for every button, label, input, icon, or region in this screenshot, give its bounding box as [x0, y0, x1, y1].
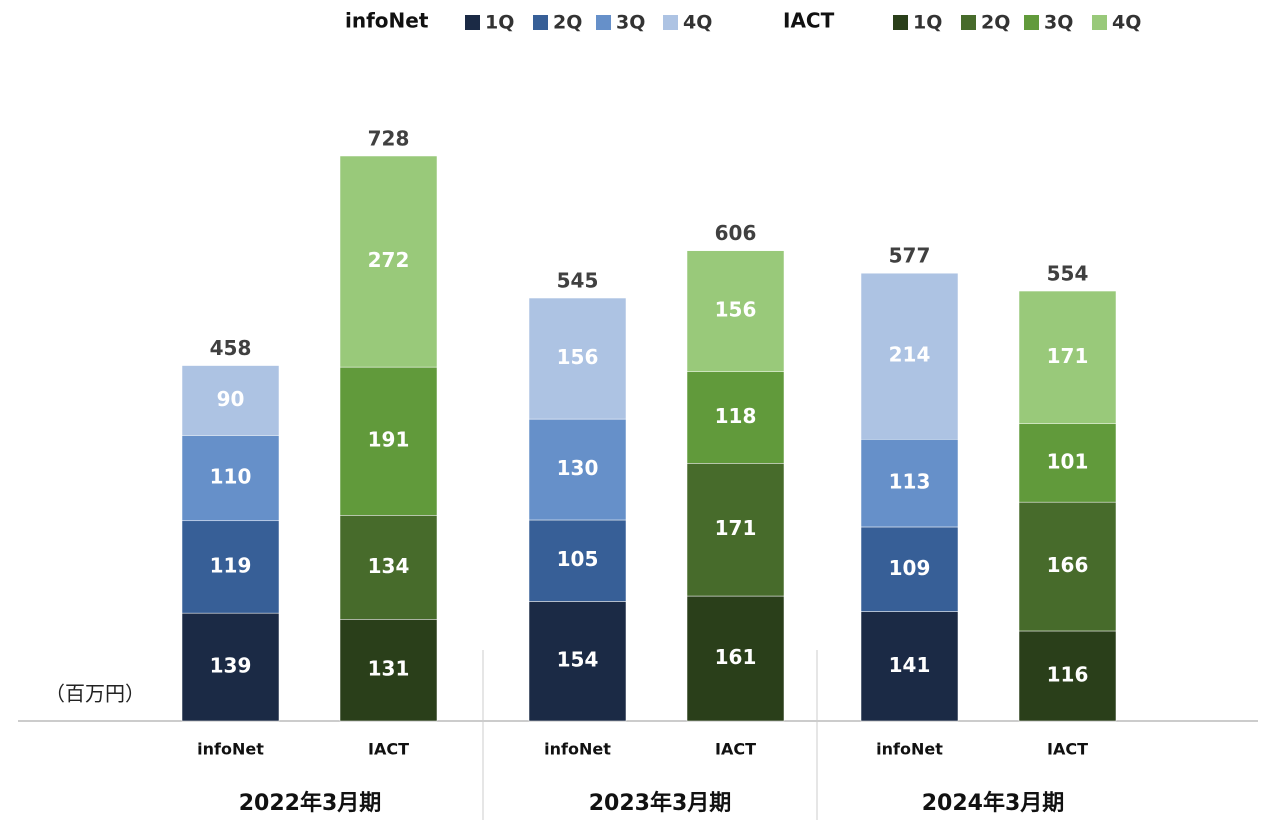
value-label: 116 [1047, 662, 1089, 686]
bar-segment [528, 297, 627, 420]
legend-label: 1Q [913, 12, 942, 34]
bar-segment [860, 526, 959, 612]
bar-segment [528, 519, 627, 602]
legend-swatch [465, 15, 480, 30]
value-label: 166 [1047, 553, 1089, 577]
value-label: 119 [210, 553, 252, 577]
value-label: 161 [715, 645, 757, 669]
value-label: 130 [557, 456, 599, 480]
x-tick-label: infoNet [876, 740, 943, 759]
bar-segment [686, 595, 785, 722]
legend-label: 1Q [485, 12, 514, 34]
value-label: 101 [1047, 449, 1089, 473]
value-label: 191 [368, 428, 410, 452]
bar-segment [339, 515, 438, 620]
value-label: 113 [889, 470, 931, 494]
value-label: 105 [557, 547, 599, 571]
bar-segment [181, 365, 280, 436]
bar-segment [1018, 501, 1117, 632]
value-label: 214 [889, 343, 931, 367]
value-label: 139 [210, 654, 252, 678]
value-label: 171 [1047, 344, 1089, 368]
bar-segment [686, 463, 785, 597]
bar-segment [528, 418, 627, 521]
total-label: 728 [368, 127, 410, 151]
group-label: 2023年3月期 [589, 790, 732, 816]
bar-segment [181, 435, 280, 522]
total-label: 554 [1047, 262, 1089, 286]
legend-label: 3Q [616, 12, 645, 34]
value-label: 154 [557, 648, 599, 672]
value-label: 156 [557, 345, 599, 369]
legend-label: 4Q [683, 12, 712, 34]
group-label: 2022年3月期 [239, 790, 382, 816]
bar-segment [1018, 290, 1117, 425]
total-label: 606 [715, 221, 757, 245]
unit-label: （百万円） [45, 682, 145, 706]
total-label: 458 [210, 336, 252, 360]
bar-segment [181, 612, 280, 722]
legend-swatch [893, 15, 908, 30]
bar-segment [860, 272, 959, 440]
bar-segment [1018, 630, 1117, 722]
bar-segment [339, 619, 438, 722]
x-tick-label: IACT [368, 740, 409, 759]
value-label: 131 [368, 657, 410, 681]
legend-label: 2Q [553, 12, 582, 34]
group-label: 2024年3月期 [922, 790, 1065, 816]
legend-label: 2Q [981, 12, 1010, 34]
value-label: 110 [210, 465, 252, 489]
legend-title: infoNet [345, 9, 429, 33]
legend-swatch [1092, 15, 1107, 30]
x-tick-label: IACT [715, 740, 756, 759]
legend-swatch [596, 15, 611, 30]
total-label: 545 [557, 269, 599, 293]
legend-label: 3Q [1044, 12, 1073, 34]
value-label: 156 [715, 298, 757, 322]
value-label: 141 [889, 653, 931, 677]
bar-segment [686, 250, 785, 373]
legend-swatch [533, 15, 548, 30]
value-label: 90 [217, 387, 245, 411]
x-tick-label: IACT [1047, 740, 1088, 759]
legend-swatch [663, 15, 678, 30]
bar-segment [1018, 423, 1117, 503]
value-label: 109 [889, 556, 931, 580]
bar-segment [339, 155, 438, 368]
bar-segment [528, 601, 627, 722]
bar-segment [339, 366, 438, 516]
total-label: 577 [889, 244, 931, 268]
value-label: 134 [368, 554, 410, 578]
x-tick-label: infoNet [544, 740, 611, 759]
legend-title: IACT [783, 9, 835, 33]
value-label: 118 [715, 404, 757, 428]
legend-swatch [1024, 15, 1039, 30]
legend-swatch [961, 15, 976, 30]
value-label: 171 [715, 516, 757, 540]
x-tick-label: infoNet [197, 740, 264, 759]
value-label: 272 [368, 248, 410, 272]
bar-segment [860, 611, 959, 722]
bar-segment [860, 439, 959, 528]
legend-label: 4Q [1112, 12, 1141, 34]
bar-segment [686, 371, 785, 464]
